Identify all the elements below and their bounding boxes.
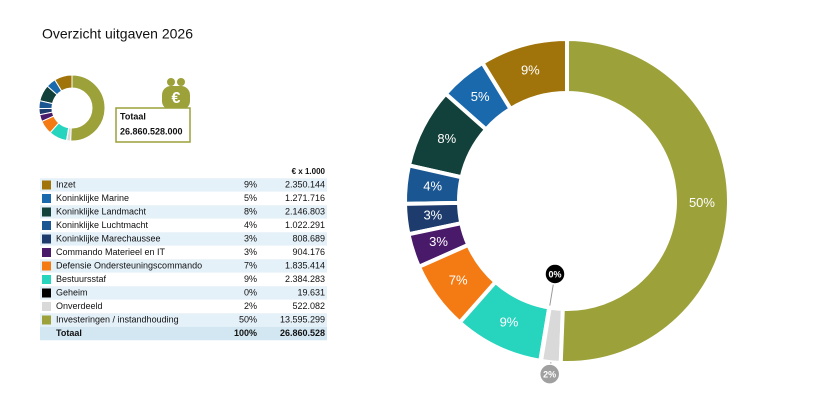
amount-cell: 904.176 (292, 247, 325, 257)
legend-swatch (42, 261, 51, 271)
legend-swatch (42, 221, 51, 230)
segment-label: 0% (548, 269, 561, 279)
amount-cell: 1.835.414 (285, 260, 325, 270)
segment-label: 3% (423, 208, 442, 223)
amount-cell: 522.082 (292, 301, 325, 311)
percent-cell: 3% (244, 233, 257, 243)
row-background (40, 218, 327, 233)
amount-cell: 19.631 (297, 287, 325, 297)
row-background (40, 313, 327, 327)
total-amount: 26.860.528 (280, 328, 325, 338)
percent-cell: 2% (244, 301, 257, 311)
percent-cell: 9% (244, 274, 257, 284)
total-box-value: 26.860.528.000 (120, 126, 183, 136)
percent-cell: 3% (244, 247, 257, 257)
row-background (40, 272, 327, 287)
percent-cell: 5% (244, 193, 257, 203)
segment-label: 9% (500, 314, 519, 329)
donut-segment (41, 115, 60, 134)
percent-cell: 8% (244, 206, 257, 216)
segment-label: 3% (429, 234, 448, 249)
amount-cell: 1.271.716 (285, 193, 325, 203)
donut-segment (406, 90, 489, 180)
total-percent: 100% (234, 328, 257, 338)
category-name: Koninklijke Landmacht (56, 206, 147, 216)
callout-circle (544, 263, 566, 285)
donut-segment (70, 74, 106, 142)
legend-swatch (42, 302, 51, 311)
percent-cell: 50% (239, 314, 257, 324)
segment-label: 5% (471, 89, 490, 104)
row-background (40, 191, 327, 206)
segment-label: 7% (449, 272, 468, 287)
category-name: Koninklijke Marechaussee (56, 233, 161, 243)
donut-segment (558, 36, 731, 365)
legend-swatch (42, 180, 51, 190)
legend-swatch (42, 234, 51, 244)
segment-label: 4% (423, 179, 442, 194)
total-box (115, 107, 191, 143)
legend-swatch (42, 275, 51, 284)
amount-cell: 13.595.299 (280, 314, 325, 324)
category-name: Koninklijke Marine (56, 193, 129, 203)
segment-label: 9% (521, 63, 540, 78)
amount-cell: 2.146.803 (285, 206, 325, 216)
segment-label: 8% (437, 131, 456, 146)
callout-circle (538, 363, 561, 385)
legend-swatch (42, 288, 51, 298)
amount-cell: 1.022.291 (285, 220, 325, 230)
donut-segment (403, 163, 465, 206)
total-label: Totaal (56, 328, 82, 338)
percent-cell: 7% (244, 260, 257, 270)
purse-icon: € (162, 78, 190, 110)
percent-cell: 0% (244, 287, 257, 297)
donut-segment (39, 85, 58, 105)
row-background (40, 245, 327, 260)
category-name: Inzet (56, 179, 76, 189)
category-name: Koninklijke Luchtmacht (56, 220, 149, 230)
category-name: Defensie Ondersteuningscommando (56, 260, 202, 270)
percent-cell: 4% (244, 220, 257, 230)
segment-label: 2% (543, 370, 556, 380)
total-box-label: Totaal (120, 111, 146, 121)
category-name: Investeringen / instandhouding (56, 314, 179, 324)
donut-segment (442, 60, 514, 133)
legend-swatch (42, 248, 51, 257)
category-name: Geheim (56, 287, 88, 297)
legend-swatch (42, 207, 51, 217)
row-background (40, 205, 327, 219)
unit-label: € x 1.000 (292, 167, 326, 176)
donut-segment (49, 122, 70, 142)
legend-swatch (42, 315, 51, 325)
amount-cell: 2.384.283 (285, 274, 325, 284)
amount-cell: 808.689 (292, 233, 325, 243)
percent-cell: 9% (244, 179, 257, 189)
row-background (40, 299, 327, 314)
category-name: Bestuursstaf (56, 274, 107, 284)
category-name: Commando Materieel en IT (56, 247, 166, 257)
amount-cell: 2.350.144 (285, 179, 325, 189)
row-background (40, 259, 327, 273)
legend-swatch (42, 194, 51, 203)
category-name: Onverdeeld (56, 301, 103, 311)
donut-segment (456, 279, 552, 364)
row-background (40, 286, 327, 300)
row-background (40, 232, 327, 246)
segment-label: 50% (689, 195, 715, 210)
chart-title: Overzicht uitgaven 2026 (42, 26, 193, 42)
row-background (40, 178, 327, 192)
total-row-background (40, 326, 327, 341)
svg-text:€: € (172, 90, 181, 107)
